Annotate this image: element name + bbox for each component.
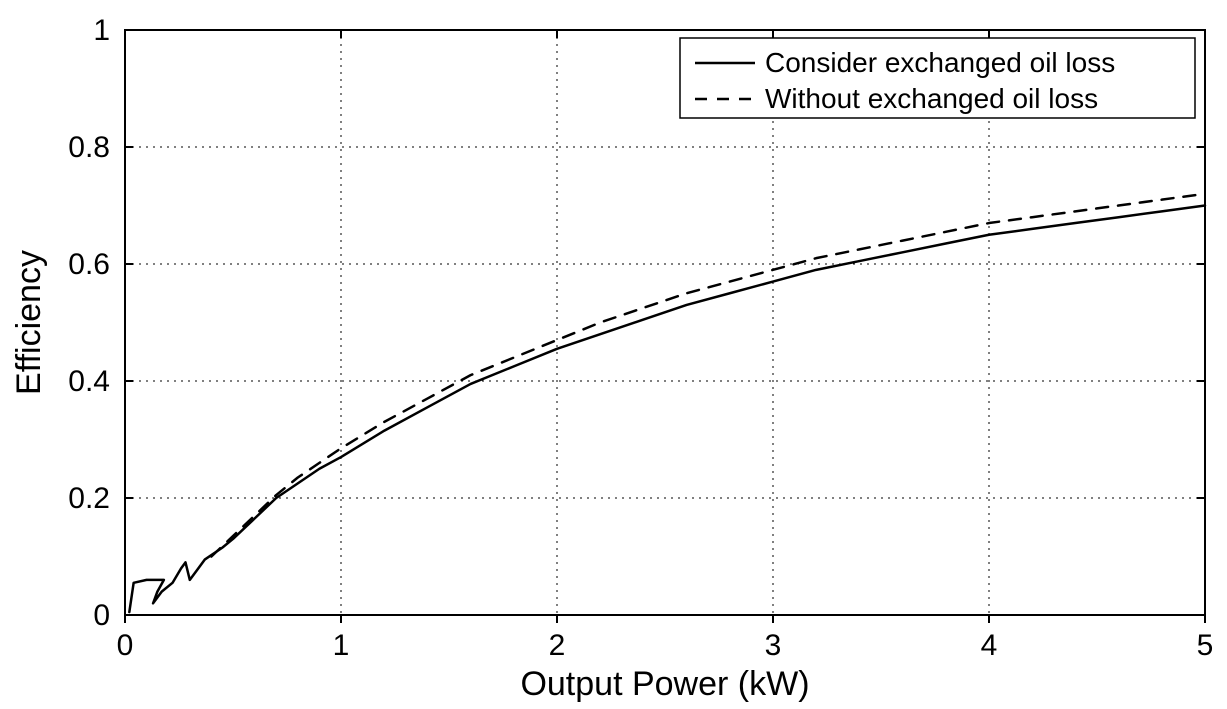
- x-tick-label: 4: [981, 629, 998, 662]
- x-tick-label: 1: [333, 629, 350, 662]
- y-tick-label: 1: [93, 14, 110, 47]
- y-tick-label: 0.8: [68, 131, 110, 164]
- x-tick-label: 0: [117, 629, 134, 662]
- y-tick-label: 0.4: [68, 365, 110, 398]
- x-tick-label: 2: [549, 629, 566, 662]
- efficiency-chart: 0 1 2 3 4 5 0 0.2 0.4 0.6 0.8 1 Output Power (kW) Eff…: [0, 0, 1227, 709]
- x-axis-label: Output Power (kW): [520, 665, 809, 703]
- legend-label-1: Without exchanged oil loss: [765, 83, 1098, 114]
- y-tick-label: 0.2: [68, 482, 110, 515]
- x-tick-label: 3: [765, 629, 782, 662]
- y-tick-label: 0.6: [68, 248, 110, 281]
- chart-svg: 0 1 2 3 4 5 0 0.2 0.4 0.6 0.8 1 Output Power (kW) Eff…: [0, 0, 1227, 709]
- y-tick-label: 0: [93, 599, 110, 632]
- x-tick-label: 5: [1197, 629, 1214, 662]
- legend-label-0: Consider exchanged oil loss: [765, 47, 1115, 78]
- y-axis-label: Efficiency: [10, 250, 48, 395]
